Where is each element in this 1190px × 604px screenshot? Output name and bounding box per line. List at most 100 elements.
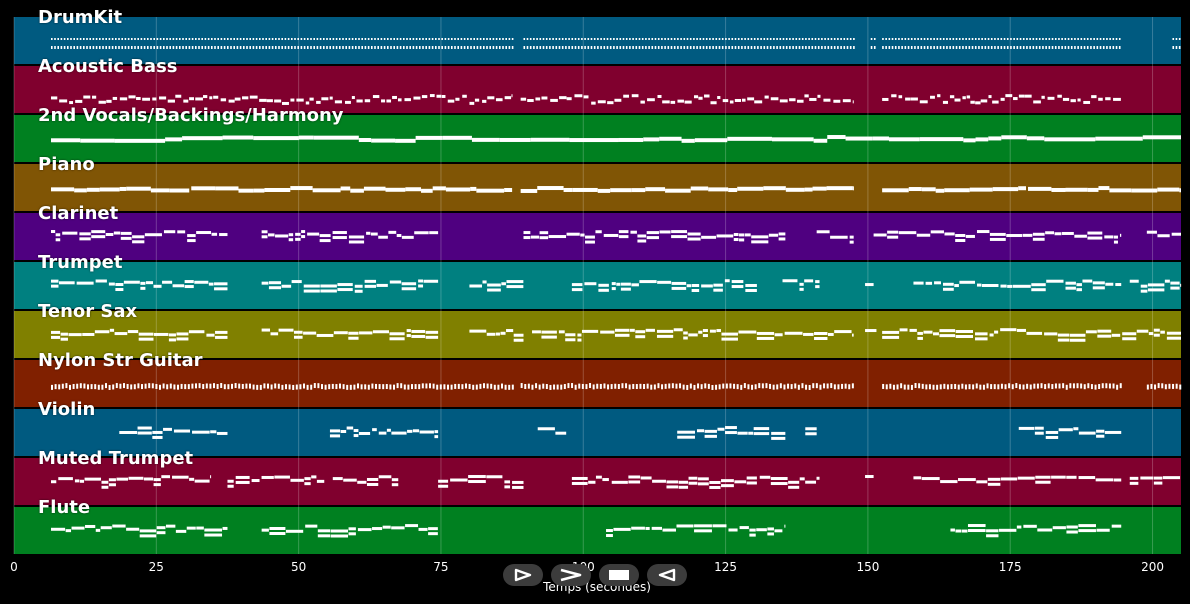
- note-mark: [598, 283, 609, 287]
- note-mark: [304, 482, 311, 486]
- note-mark: [497, 384, 500, 390]
- note-mark: [910, 38, 913, 40]
- note-mark: [628, 384, 631, 390]
- note-mark: [192, 430, 210, 434]
- note-mark: [581, 329, 599, 333]
- note-mark: [849, 46, 852, 49]
- note-mark: [1062, 97, 1070, 101]
- note-mark: [504, 384, 507, 390]
- note-mark: [925, 384, 928, 390]
- note-mark: [275, 38, 277, 40]
- note-mark: [1064, 38, 1067, 40]
- note-mark: [715, 38, 718, 40]
- note-mark: [337, 283, 353, 287]
- note-mark: [532, 330, 541, 334]
- note-mark: [438, 479, 449, 483]
- note-mark: [997, 46, 999, 49]
- note-mark: [1047, 383, 1050, 389]
- note-mark: [1022, 46, 1025, 49]
- track-label: DrumKit: [38, 7, 123, 28]
- note-mark: [329, 429, 341, 433]
- note-mark: [1078, 476, 1096, 480]
- note-mark: [1069, 383, 1072, 389]
- note-mark: [686, 38, 689, 40]
- play-button[interactable]: [503, 564, 543, 586]
- note-mark: [942, 46, 945, 49]
- note-mark: [680, 38, 682, 40]
- note-mark: [994, 46, 996, 49]
- note-mark: [651, 46, 654, 49]
- note-mark: [910, 97, 918, 101]
- stop-button[interactable]: [599, 564, 639, 586]
- note-mark: [1118, 46, 1121, 49]
- note-mark: [470, 186, 477, 191]
- note-mark: [751, 240, 769, 244]
- x-tick-label: 50: [290, 560, 307, 574]
- note-mark: [571, 38, 574, 40]
- note-mark: [166, 38, 168, 40]
- note-mark: [805, 38, 807, 40]
- note-mark: [771, 137, 814, 142]
- note-mark: [79, 38, 82, 40]
- note-mark: [138, 332, 154, 336]
- note-mark: [487, 283, 501, 287]
- note-mark: [959, 280, 975, 284]
- note-mark: [622, 38, 625, 40]
- note-mark: [684, 100, 692, 104]
- note-mark: [731, 46, 734, 49]
- note-mark: [264, 187, 291, 192]
- note-mark: [1026, 38, 1028, 40]
- note-mark: [729, 100, 734, 104]
- note-mark: [896, 384, 899, 390]
- note-mark: [1058, 46, 1060, 49]
- rewind-button[interactable]: [647, 564, 687, 586]
- note-mark: [152, 97, 157, 101]
- note-mark: [79, 232, 91, 236]
- note-mark: [337, 288, 353, 292]
- note-mark: [319, 239, 331, 243]
- note-mark: [950, 384, 953, 390]
- note-mark: [69, 101, 74, 105]
- note-mark: [756, 331, 775, 335]
- note-mark: [360, 384, 363, 390]
- note-mark: [799, 287, 804, 291]
- note-mark: [990, 46, 993, 49]
- note-mark: [137, 46, 140, 49]
- note-mark: [310, 384, 313, 390]
- note-mark: [1113, 478, 1122, 482]
- note-mark: [882, 97, 889, 101]
- note-mark: [550, 98, 558, 102]
- note-mark: [974, 46, 977, 49]
- note-mark: [198, 38, 200, 40]
- note-mark: [1083, 100, 1091, 104]
- note-mark: [1085, 330, 1097, 334]
- note-mark: [167, 99, 175, 103]
- note-mark: [391, 478, 399, 482]
- note-mark: [95, 279, 107, 283]
- note-mark: [1175, 383, 1178, 389]
- note-mark: [631, 526, 645, 530]
- note-mark: [571, 481, 588, 485]
- note-mark: [396, 383, 399, 389]
- note-mark: [827, 332, 834, 336]
- note-mark: [428, 38, 431, 40]
- note-mark: [159, 384, 162, 390]
- note-mark: [262, 46, 264, 49]
- note-mark: [568, 38, 570, 40]
- note-mark: [657, 94, 662, 98]
- note-mark: [179, 46, 181, 49]
- note-mark: [211, 46, 213, 49]
- note-mark: [1023, 524, 1037, 528]
- note-mark: [435, 38, 437, 40]
- note-mark: [638, 38, 641, 40]
- forward-button[interactable]: [551, 564, 591, 586]
- note-mark: [529, 46, 532, 49]
- note-mark: [849, 235, 854, 239]
- note-mark: [310, 38, 312, 40]
- note-mark: [1082, 279, 1093, 283]
- note-mark: [204, 533, 223, 537]
- note-mark: [501, 282, 506, 286]
- note-mark: [717, 427, 725, 431]
- note-mark: [348, 38, 351, 40]
- note-mark: [830, 383, 833, 389]
